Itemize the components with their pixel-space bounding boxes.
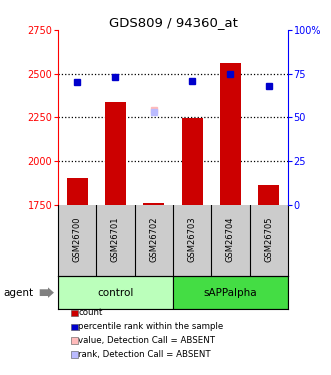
- Bar: [220, 63, 241, 205]
- Text: control: control: [97, 288, 134, 298]
- Text: count: count: [78, 308, 103, 317]
- Text: GSM26702: GSM26702: [149, 216, 158, 262]
- Text: sAPPalpha: sAPPalpha: [204, 288, 257, 298]
- Bar: [258, 186, 279, 205]
- Bar: [173, 276, 288, 309]
- Text: GSM26700: GSM26700: [72, 216, 82, 262]
- Bar: [182, 118, 203, 205]
- Title: GDS809 / 94360_at: GDS809 / 94360_at: [109, 16, 237, 29]
- Text: percentile rank within the sample: percentile rank within the sample: [78, 322, 224, 331]
- Text: GSM26701: GSM26701: [111, 216, 120, 262]
- Text: rank, Detection Call = ABSENT: rank, Detection Call = ABSENT: [78, 350, 211, 359]
- Text: GSM26704: GSM26704: [226, 216, 235, 262]
- Bar: [67, 178, 88, 205]
- Text: GSM26703: GSM26703: [188, 216, 197, 262]
- Bar: [58, 276, 173, 309]
- Text: agent: agent: [3, 288, 33, 298]
- Text: GSM26705: GSM26705: [264, 216, 273, 262]
- Bar: [143, 203, 164, 205]
- Text: value, Detection Call = ABSENT: value, Detection Call = ABSENT: [78, 336, 215, 345]
- Bar: [105, 102, 126, 205]
